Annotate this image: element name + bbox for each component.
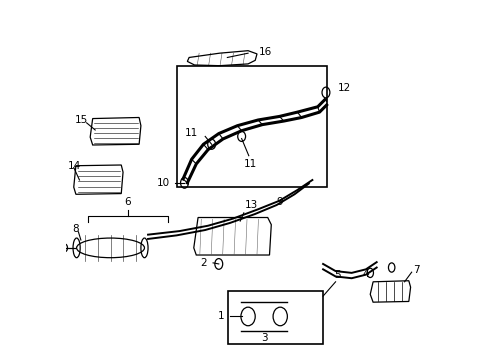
Text: 10: 10	[156, 178, 169, 188]
Text: 14: 14	[67, 161, 81, 171]
Text: 11: 11	[243, 159, 256, 169]
Text: 16: 16	[258, 47, 271, 57]
Text: 3: 3	[260, 333, 267, 343]
Text: 11: 11	[184, 128, 198, 138]
Text: 5: 5	[333, 270, 340, 280]
Text: 2: 2	[200, 258, 207, 268]
Text: 7: 7	[412, 265, 419, 275]
Text: 6: 6	[124, 197, 131, 207]
Text: 13: 13	[244, 201, 258, 210]
Text: 4: 4	[362, 269, 368, 279]
Text: 1: 1	[218, 311, 224, 321]
Text: 9: 9	[276, 197, 282, 207]
Text: 12: 12	[337, 83, 350, 93]
Text: 8: 8	[72, 224, 79, 234]
Text: 15: 15	[75, 115, 88, 125]
